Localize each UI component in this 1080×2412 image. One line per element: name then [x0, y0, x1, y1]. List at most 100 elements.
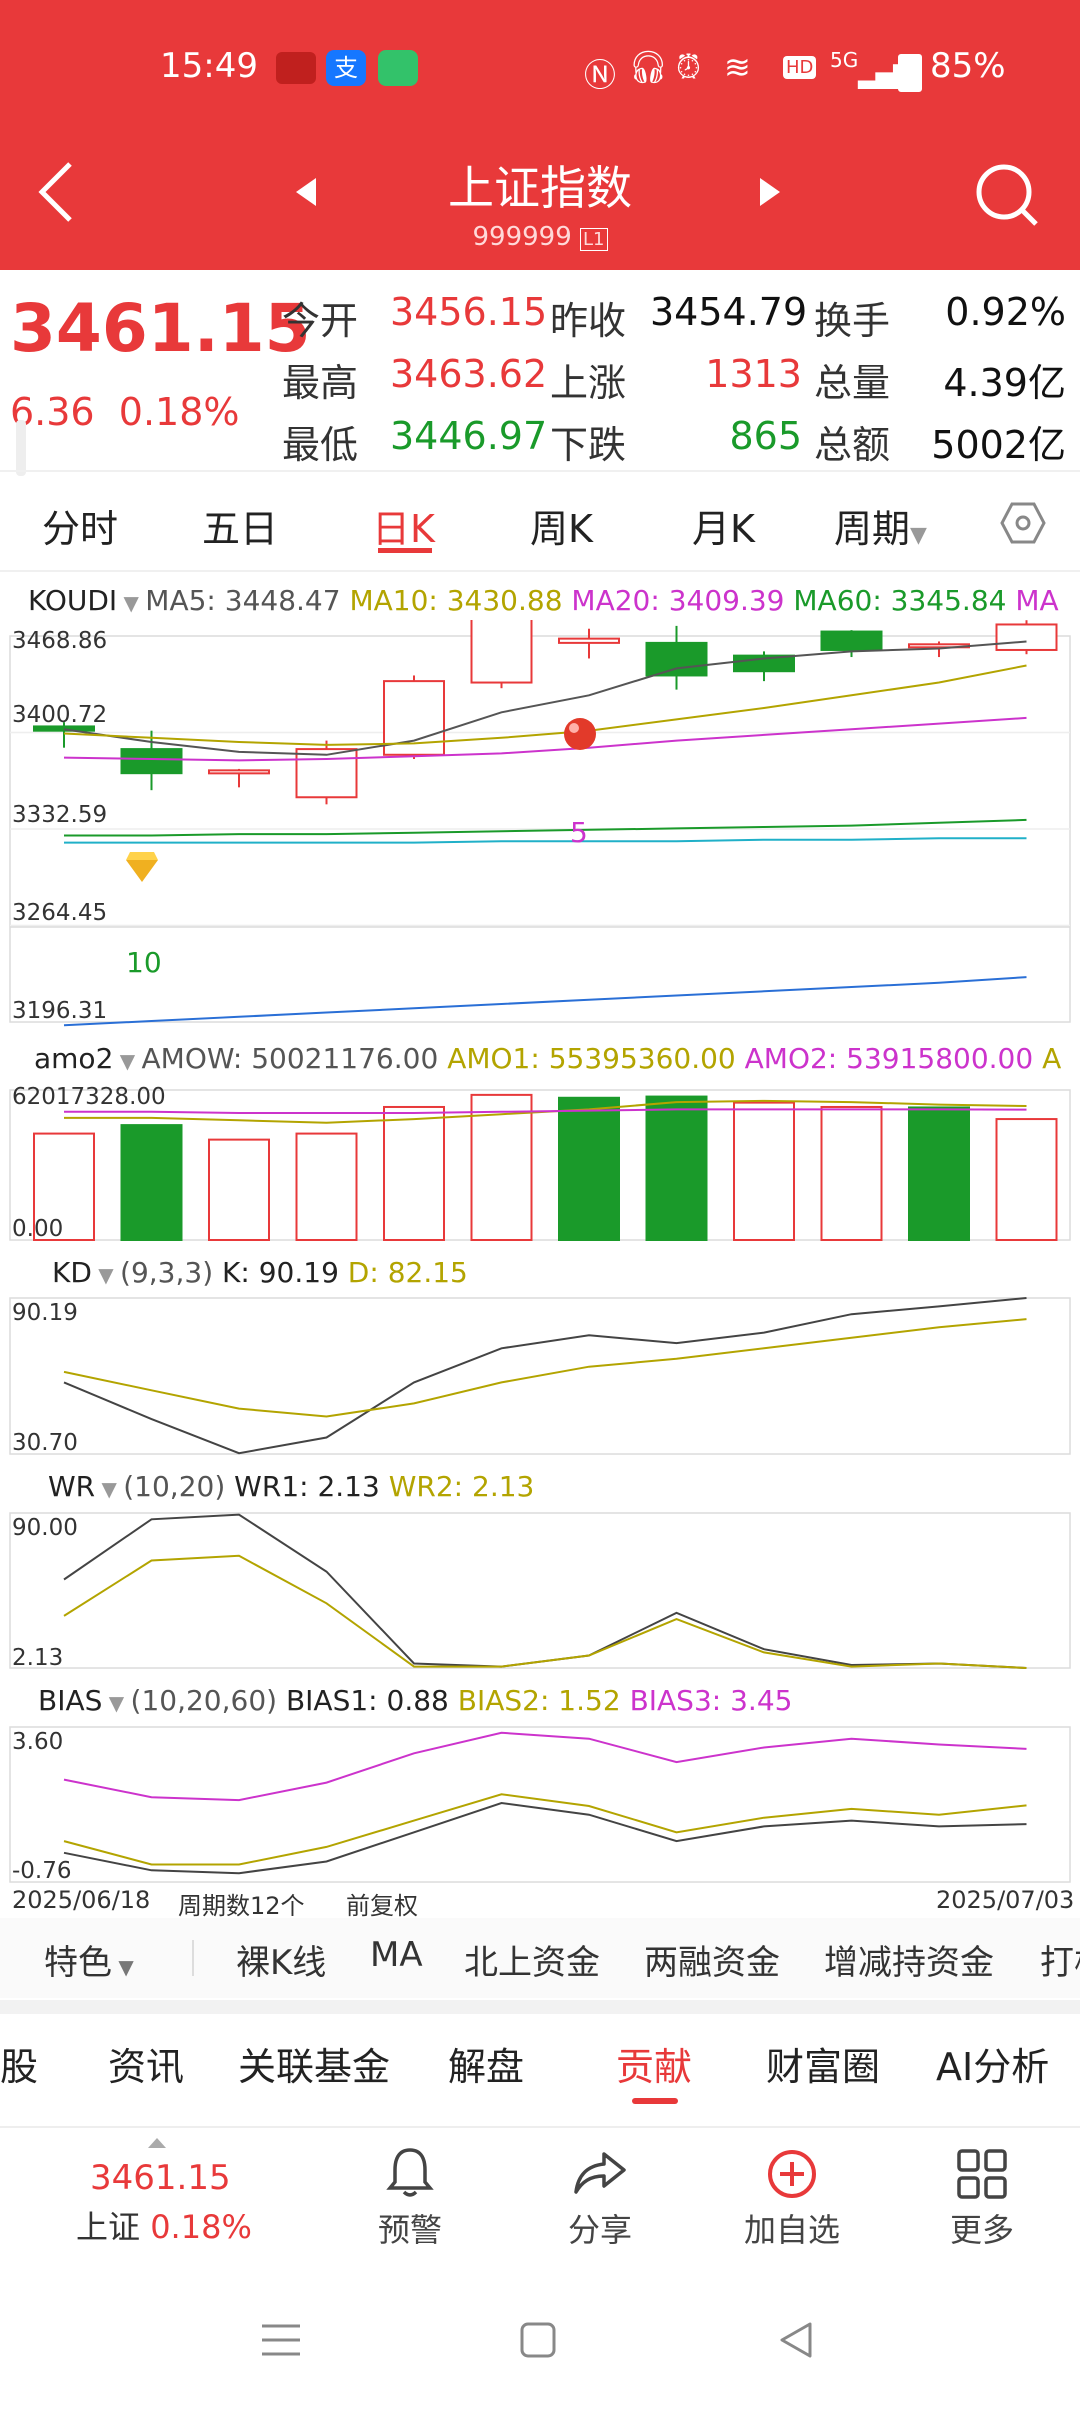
indicator-name[interactable]: amo2 [34, 1042, 114, 1075]
tab-period[interactable]: 周期▼ [834, 507, 927, 551]
drag-handle[interactable] [16, 420, 26, 476]
section-tab-funds[interactable]: 关联基金 [238, 2045, 391, 2089]
home-nav-icon[interactable] [518, 2320, 558, 2360]
tab-intraday[interactable]: 分时 [42, 507, 119, 551]
indicator-margin[interactable]: 两融资金 [644, 1943, 780, 1983]
divider [0, 2000, 1080, 2014]
amo1-legend: AMO1: 55395360.00 [447, 1042, 736, 1075]
ma-more-legend: MA [1015, 584, 1059, 617]
tab-monthly-k[interactable]: 月K [692, 507, 755, 551]
section-tab-ai-analysis[interactable]: AI分析 [936, 2045, 1050, 2089]
indicator-holding-change[interactable]: 增减持资金 [824, 1943, 994, 1983]
section-tab-wealth-circle[interactable]: 财富圈 [766, 2045, 881, 2089]
section-tab-stock[interactable]: 股 [0, 2045, 39, 2086]
more-label[interactable]: 更多 [949, 2211, 1014, 2249]
prev-index-icon[interactable] [294, 176, 320, 208]
menu-nav-icon[interactable] [258, 2320, 304, 2360]
ma60-line [64, 818, 1027, 837]
message-app-icon [378, 50, 418, 86]
indicator-name[interactable]: KOUDI [28, 584, 118, 617]
search-icon[interactable] [972, 160, 1042, 230]
y-axis-label: -0.76 [12, 1858, 72, 1884]
y-axis-label: 0.00 [12, 1216, 64, 1242]
ma5-line [63, 640, 1027, 756]
wr2-line [63, 1554, 1027, 1669]
candle-down [645, 641, 708, 677]
bell-icon[interactable] [386, 2146, 434, 2200]
amow-legend: AMOW: 50021176.00 [141, 1042, 439, 1075]
dropdown-icon: ▼ [117, 591, 146, 615]
index-code: 999999 L1 [0, 222, 1080, 252]
diamond-badge-icon[interactable] [120, 850, 164, 886]
amo-indicator-legend: amo2 ▼ AMOW: 50021176.00 AMO1: 55395360.… [34, 1042, 1061, 1075]
special-indicator-menu[interactable]: 特色 ▼ [44, 1943, 134, 1983]
back-icon[interactable] [36, 160, 76, 224]
indicator-name[interactable]: BIAS [38, 1684, 103, 1717]
ma-cyan-line [64, 837, 1027, 844]
main-indicator-legend: KOUDI ▼ MA5: 3448.47 MA10: 3430.88 MA20:… [28, 584, 1059, 617]
kd-params: (9,3,3) [120, 1256, 214, 1289]
share-icon[interactable] [572, 2148, 628, 2198]
dropdown-icon: ▼ [91, 1263, 121, 1287]
amount-bar-up [820, 1105, 883, 1241]
chart-frame [9, 1726, 1071, 1883]
add-watchlist-icon[interactable] [766, 2148, 818, 2200]
tab-five-day[interactable]: 五日 [202, 507, 279, 551]
ma20-line [63, 716, 1027, 762]
indicator-northbound[interactable]: 北上资金 [464, 1943, 600, 1983]
ma60-legend: MA60: 3345.84 [793, 584, 1007, 617]
add-watchlist-label[interactable]: 加自选 [743, 2211, 840, 2249]
d-line [63, 1318, 1027, 1418]
kline-chart[interactable] [0, 620, 1080, 1920]
value-prev-close: 3454.79 [650, 290, 808, 334]
alert-label[interactable]: 预警 [377, 2211, 442, 2249]
signal-marker-5: 5 [570, 816, 588, 849]
kd-indicator-legend: KD ▼ (9,3,3) K: 90.19 D: 82.15 [52, 1256, 468, 1289]
adjust-mode[interactable]: 前复权 [346, 1892, 418, 1920]
indicator-ma[interactable]: MA [370, 1935, 423, 1975]
dropdown-icon: ▼ [112, 1955, 134, 1979]
candle-down [33, 725, 95, 732]
share-label[interactable]: 分享 [567, 2211, 632, 2249]
hd-icon: HD [783, 56, 817, 79]
amo2-line [64, 1108, 1027, 1114]
level-badge: L1 [580, 228, 608, 251]
active-section-indicator [632, 2098, 678, 2104]
indicator-name[interactable]: KD [52, 1256, 92, 1289]
indicator-naked-k[interactable]: 裸K线 [236, 1943, 327, 1983]
section-tab-contribution[interactable]: 贡献 [616, 2045, 693, 2089]
expand-up-icon[interactable] [146, 2136, 168, 2150]
start-date: 2025/06/18 [12, 1886, 151, 1914]
candle-up [995, 623, 1058, 651]
section-tab-news[interactable]: 资讯 [108, 2045, 185, 2089]
dropdown-icon: ▼ [113, 1049, 142, 1073]
next-index-icon[interactable] [756, 176, 782, 208]
battery-level: 85% [930, 46, 1006, 86]
chart-frame [9, 1297, 1071, 1455]
status-time: 15:49 [160, 46, 258, 86]
tab-weekly-k[interactable]: 周K [530, 507, 593, 551]
dropdown-icon: ▼ [95, 1477, 124, 1501]
indicator-limit-up[interactable]: 打板 [1040, 1943, 1080, 1983]
event-ball-icon[interactable] [562, 716, 598, 752]
candle-down [120, 748, 183, 775]
section-tab-stock-clip: 股 [0, 2036, 52, 2086]
wr1-legend: WR1: 2.13 [234, 1470, 380, 1503]
wifi-icon: ≋ [724, 48, 751, 86]
nfc-icon: Ⓝ [584, 56, 617, 94]
chart-grid [9, 635, 1071, 1883]
back-nav-icon[interactable] [776, 2320, 816, 2360]
settings-icon[interactable] [1000, 500, 1046, 546]
more-grid-icon[interactable] [956, 2148, 1008, 2200]
long-ma-line [63, 976, 1027, 1027]
indicator-name[interactable]: WR [48, 1470, 96, 1503]
signal-marker-10: 10 [126, 946, 162, 979]
y-axis-label: 90.00 [12, 1515, 78, 1541]
amo-more-legend: A [1042, 1042, 1062, 1075]
value-decliners: 865 [729, 414, 802, 458]
label-open: 今开 [282, 299, 359, 343]
bias-params: (10,20,60) [130, 1684, 278, 1717]
tab-daily-k[interactable]: 日K [372, 507, 435, 551]
wr2-legend: WR2: 2.13 [388, 1470, 535, 1503]
section-tab-analysis[interactable]: 解盘 [448, 2045, 525, 2089]
